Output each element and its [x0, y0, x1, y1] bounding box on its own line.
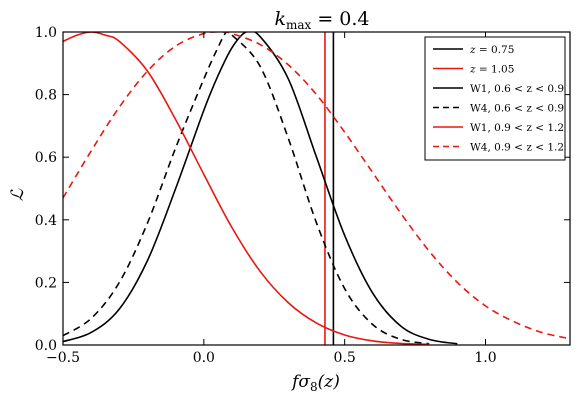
- chart-title: kmax = 0.4: [274, 8, 369, 32]
- y-tick-label: 0.2: [35, 275, 57, 291]
- legend-label: W1, 0.6 < z < 0.9: [470, 83, 564, 95]
- y-tick-label: 0.4: [35, 213, 57, 229]
- legend-label: W4, 0.6 < z < 0.9: [470, 103, 564, 115]
- x-axis-title: fσ8(z): [290, 372, 340, 394]
- legend-label: z = 1.05: [469, 64, 514, 76]
- y-axis-title: ℒ: [8, 188, 28, 201]
- x-tick-label: 0.0: [193, 350, 215, 366]
- legend-box: [424, 36, 566, 161]
- x-tick-label: 0.5: [334, 350, 356, 366]
- legend-label: z = 0.75: [469, 44, 514, 56]
- series-layer: [63, 32, 570, 345]
- series-curve-2: [63, 32, 458, 345]
- legend: z = 0.75 z = 1.05 W1, 0.6 < z < 0.9 W4, 0.6…: [424, 36, 566, 161]
- legend-label: W1, 0.9 < z < 1.2: [470, 122, 564, 134]
- series-curve-3: [63, 32, 430, 345]
- series-curve-5: [63, 32, 570, 340]
- y-tick-label: 0.8: [35, 88, 57, 104]
- series-curve-4: [63, 32, 430, 345]
- y-tick-label: 0.6: [35, 150, 57, 166]
- y-tick-label: 1.0: [35, 25, 57, 41]
- x-tick-label: −0.5: [46, 350, 80, 366]
- y-tick-label: 0.0: [35, 338, 57, 354]
- plot-frame: [62, 31, 571, 346]
- x-tick-label: 1.0: [474, 350, 496, 366]
- ticks-layer: −0.5 0.0 0.5 1.00.00.20.40.60.81.0: [35, 25, 570, 366]
- legend-label: W4, 0.9 < z < 1.2: [470, 142, 564, 154]
